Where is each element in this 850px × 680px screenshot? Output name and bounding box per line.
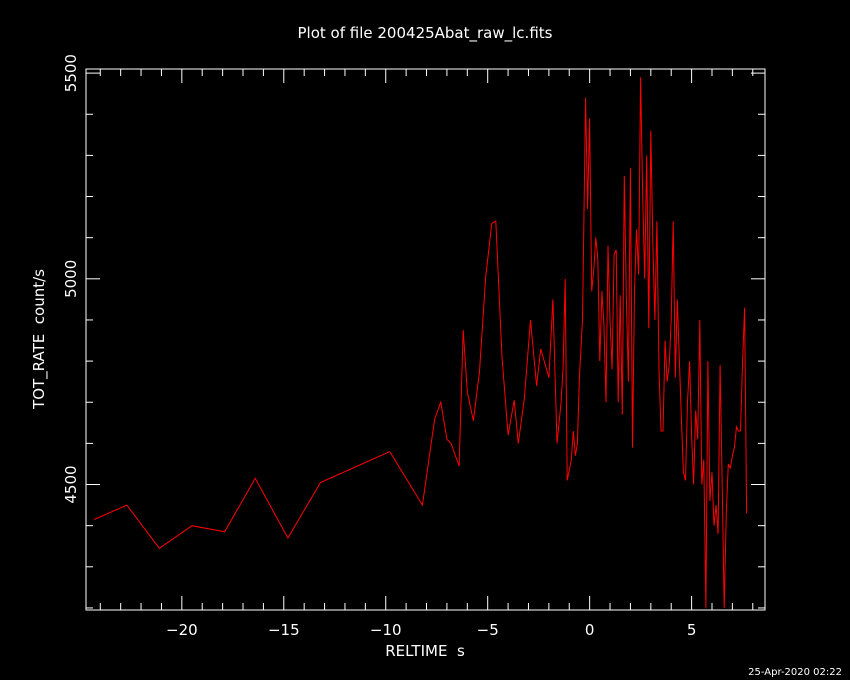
x-tick-label: 0: [585, 621, 595, 639]
x-tick-label: 5: [687, 621, 697, 639]
footer-timestamp: 25-Apr-2020 02:22: [748, 667, 842, 678]
x-axis-label: RELTIME s: [385, 642, 465, 660]
chart-title: Plot of file 200425Abat_raw_lc.fits: [298, 24, 553, 43]
axis-tick-labels: −20 −15 −10 −5 0 5 4500 5000 5500: [62, 54, 696, 639]
data-series: [93, 77, 748, 608]
y-axis-label: TOT_RATE count/s: [30, 269, 49, 410]
y-tick-label: 4500: [62, 465, 80, 503]
plot-frame: [85, 68, 766, 611]
axis-ticks: [86, 69, 765, 610]
y-tick-label: 5000: [62, 260, 80, 298]
x-tick-label: −20: [166, 621, 198, 639]
x-tick-label: −10: [370, 621, 402, 639]
x-tick-label: −15: [268, 621, 300, 639]
series-line: [93, 77, 748, 608]
x-tick-label: −5: [477, 621, 499, 639]
y-tick-label: 5500: [62, 54, 80, 92]
